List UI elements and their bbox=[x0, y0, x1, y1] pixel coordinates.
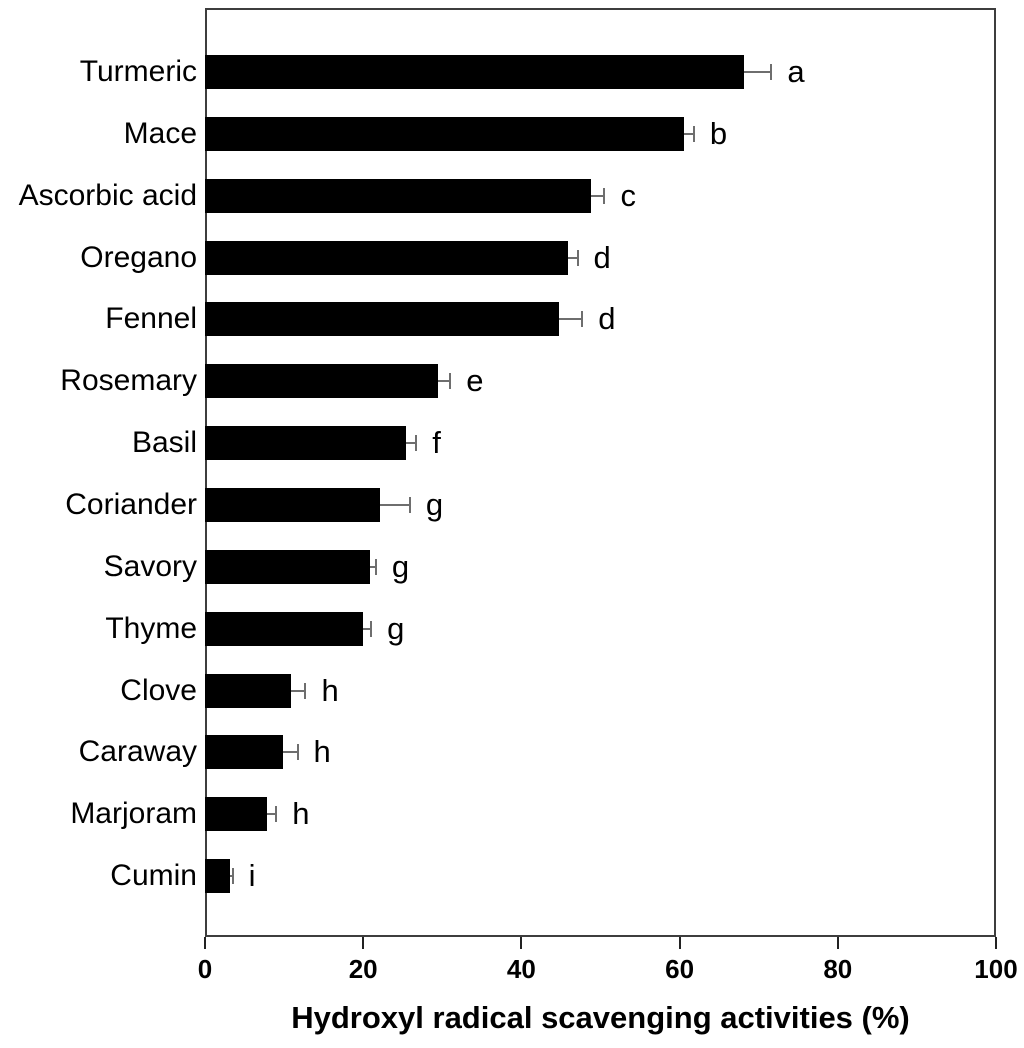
significance-letter: h bbox=[313, 734, 331, 770]
error-bar-line bbox=[568, 256, 578, 259]
error-bar-line bbox=[363, 627, 372, 630]
significance-letter: c bbox=[620, 177, 636, 213]
category-label-savory: Savory bbox=[103, 549, 197, 583]
error-bar-line bbox=[291, 689, 306, 692]
error-bar-cap bbox=[576, 249, 579, 266]
bar-oregano bbox=[205, 240, 569, 275]
bar-cumin bbox=[205, 859, 230, 894]
x-axis-tick-label: 100 bbox=[974, 954, 1018, 984]
category-label-rosemary: Rosemary bbox=[60, 364, 197, 398]
error-bar-line bbox=[379, 503, 410, 506]
category-label-turmeric: Turmeric bbox=[79, 55, 197, 88]
significance-letter: d bbox=[593, 239, 611, 275]
error-bar-line bbox=[369, 565, 376, 568]
bar-marjoram bbox=[205, 797, 268, 832]
error-bar-cap bbox=[603, 187, 606, 204]
x-axis-tick-label: 20 bbox=[348, 954, 378, 984]
bar-thyme bbox=[205, 611, 364, 646]
bar-basil bbox=[205, 426, 406, 461]
x-axis-tick-label: 80 bbox=[823, 954, 853, 984]
x-axis-tick bbox=[995, 937, 997, 949]
error-bar-cap bbox=[296, 744, 299, 761]
error-bar-line bbox=[683, 132, 694, 135]
significance-letter: h bbox=[321, 672, 339, 708]
significance-letter: e bbox=[466, 363, 484, 399]
category-label-thyme: Thyme bbox=[105, 611, 197, 645]
error-bar-line bbox=[559, 318, 583, 321]
bar-ascorbic-acid bbox=[205, 178, 591, 213]
x-axis-tick bbox=[836, 937, 839, 949]
significance-letter: i bbox=[248, 858, 256, 894]
plot-area bbox=[205, 8, 996, 937]
significance-letter: g bbox=[387, 610, 405, 646]
error-bar-cap bbox=[408, 496, 411, 513]
x-axis-tick bbox=[362, 937, 365, 949]
category-label-coriander: Coriander bbox=[65, 487, 197, 521]
bar-mace bbox=[205, 116, 684, 151]
category-label-marjoram: Marjoram bbox=[70, 797, 197, 831]
significance-letter: b bbox=[709, 115, 728, 151]
category-label-cumin: Cumin bbox=[110, 859, 197, 893]
error-bar-cap bbox=[692, 125, 695, 142]
error-bar-line bbox=[744, 71, 772, 73]
significance-letter: g bbox=[425, 486, 444, 522]
bar-savory bbox=[205, 549, 370, 584]
significance-letter: a bbox=[787, 54, 805, 89]
error-bar-cap bbox=[415, 435, 418, 452]
x-axis-tick-label: 40 bbox=[506, 954, 536, 984]
error-bar-cap bbox=[231, 868, 234, 885]
significance-letter: f bbox=[432, 425, 441, 461]
x-axis-tick-label: 60 bbox=[665, 954, 695, 984]
error-bar-cap bbox=[449, 373, 452, 390]
error-bar-cap bbox=[304, 682, 307, 699]
significance-letter: d bbox=[598, 301, 616, 337]
error-bar-line bbox=[267, 813, 277, 816]
bar-caraway bbox=[205, 735, 283, 770]
error-bar-line bbox=[282, 751, 298, 754]
error-bar-cap bbox=[770, 64, 773, 80]
significance-letter: g bbox=[391, 548, 410, 584]
error-bar-cap bbox=[275, 806, 278, 823]
bar-turmeric bbox=[205, 55, 745, 89]
category-label-fennel: Fennel bbox=[105, 302, 197, 336]
error-bar-line bbox=[405, 442, 417, 445]
x-axis-tick bbox=[204, 937, 206, 949]
category-label-basil: Basil bbox=[131, 426, 197, 460]
error-bar-cap bbox=[370, 620, 373, 637]
error-bar-cap bbox=[374, 558, 377, 575]
error-bar-line bbox=[229, 875, 233, 878]
x-axis-tick-label: 0 bbox=[197, 954, 213, 984]
bar-coriander bbox=[205, 487, 380, 522]
category-label-mace: Mace bbox=[123, 116, 197, 150]
bar-rosemary bbox=[205, 364, 438, 399]
x-axis-tick bbox=[678, 937, 681, 949]
category-label-ascorbic-acid: Ascorbic acid bbox=[18, 178, 197, 212]
bar-fennel bbox=[205, 302, 560, 337]
category-label-clove: Clove bbox=[120, 673, 197, 707]
error-bar-line bbox=[437, 380, 451, 383]
bar-clove bbox=[205, 673, 292, 708]
error-bar-line bbox=[591, 194, 605, 197]
error-bar-cap bbox=[581, 311, 584, 328]
category-label-oregano: Oregano bbox=[80, 240, 197, 274]
x-axis-tick bbox=[520, 937, 523, 949]
x-axis-title: Hydroxyl radical scavenging activities (… bbox=[291, 1000, 910, 1035]
category-label-caraway: Caraway bbox=[78, 735, 197, 769]
significance-letter: h bbox=[292, 796, 310, 832]
